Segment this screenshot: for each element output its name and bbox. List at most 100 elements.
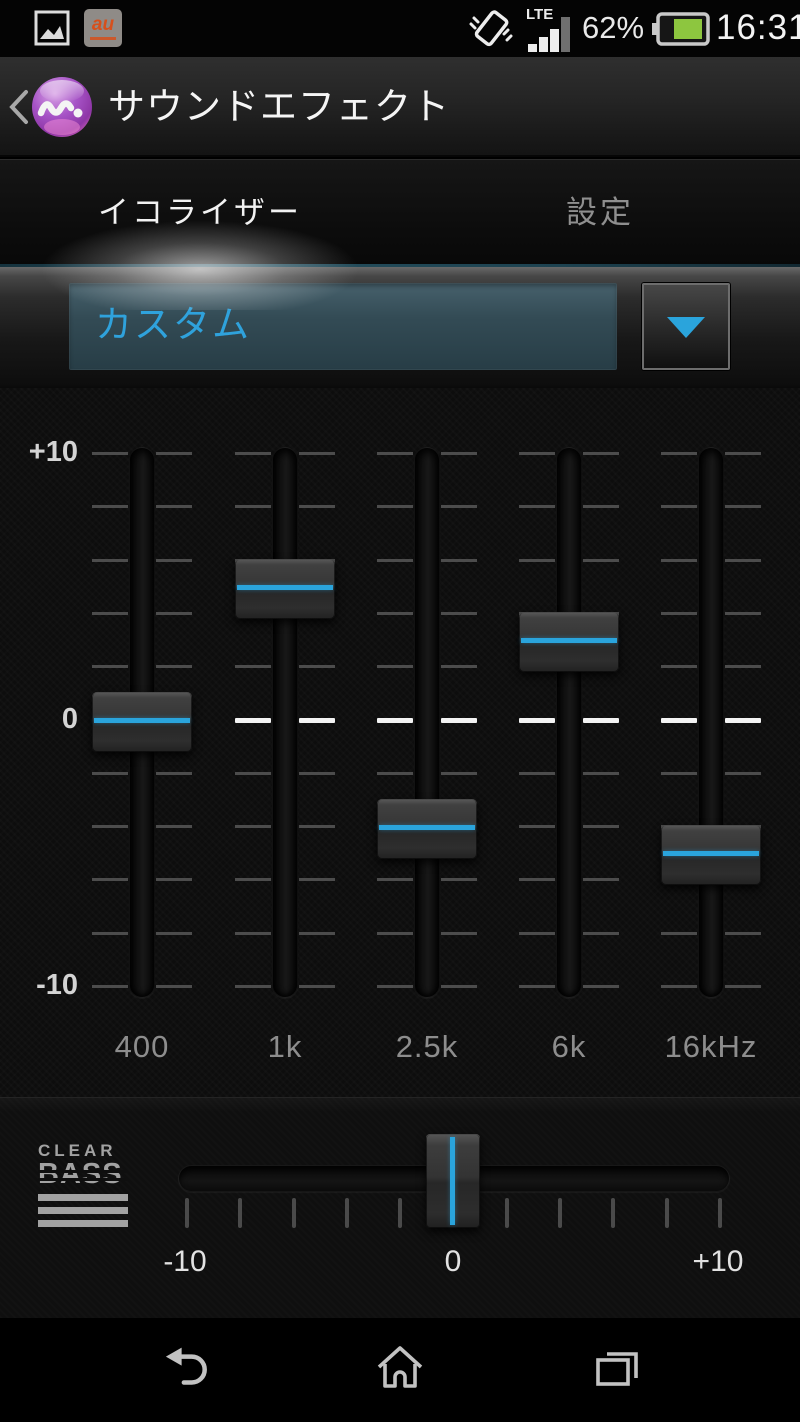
clear-bass-axis-max: +10 xyxy=(692,1245,744,1278)
clear-bass-axis-min: -10 xyxy=(163,1245,207,1278)
eq-thumb-1k[interactable] xyxy=(235,558,335,619)
eq-tick xyxy=(441,452,477,455)
eq-band-label: 16kHz xyxy=(664,1029,758,1064)
eq-tick xyxy=(519,825,555,829)
eq-scale-zero: 0 xyxy=(61,703,78,735)
eq-tick xyxy=(299,452,335,455)
eq-tick xyxy=(583,878,619,882)
eq-tick xyxy=(235,505,271,509)
clear-bass-tick xyxy=(185,1198,189,1228)
navigation-bar xyxy=(0,1318,800,1422)
eq-thumb-400[interactable] xyxy=(92,692,192,752)
eq-tick xyxy=(377,558,413,562)
tab-underline xyxy=(0,264,800,268)
eq-track-16kHz[interactable] xyxy=(698,447,724,998)
eq-tick xyxy=(519,558,555,562)
eq-tick xyxy=(235,665,271,669)
eq-tick xyxy=(661,665,697,669)
eq-zero-tick xyxy=(441,717,477,723)
eq-tick xyxy=(441,558,477,562)
clear-bass-tick xyxy=(558,1198,563,1228)
eq-tick xyxy=(377,985,413,988)
eq-zero-tick xyxy=(299,717,335,723)
eq-tick xyxy=(92,558,128,562)
eq-tick xyxy=(156,931,192,935)
eq-track-6k[interactable] xyxy=(556,447,582,998)
eq-thumb-2.5k[interactable] xyxy=(377,798,477,859)
clear-bass-slider-thumb[interactable] xyxy=(426,1134,480,1228)
eq-tick xyxy=(583,931,619,935)
eq-thumb-16kHz[interactable] xyxy=(661,825,761,886)
nav-home-button[interactable] xyxy=(373,1342,427,1396)
eq-tick xyxy=(235,878,271,882)
eq-tick xyxy=(299,505,335,509)
eq-thumb-indicator xyxy=(379,824,475,830)
eq-tick xyxy=(661,558,697,562)
eq-tick xyxy=(441,878,477,882)
nav-recent-apps-button[interactable] xyxy=(590,1342,644,1396)
clock: 16:31 xyxy=(716,8,800,47)
eq-tick xyxy=(583,771,619,775)
tab-bar: イコライザー 設定 xyxy=(0,159,800,310)
eq-tick xyxy=(92,452,128,455)
clear-bass-logo-bar xyxy=(38,1207,128,1214)
eq-tick xyxy=(661,931,697,935)
eq-tick xyxy=(441,771,477,775)
eq-tick xyxy=(92,825,128,829)
clear-bass-thumb-indicator xyxy=(450,1137,455,1225)
eq-tick xyxy=(441,611,477,615)
clear-bass-tick xyxy=(718,1198,722,1228)
eq-thumb-indicator xyxy=(94,718,190,723)
eq-tick xyxy=(377,931,413,935)
battery-percent: 62% xyxy=(582,10,645,45)
eq-scale-max: +10 xyxy=(28,436,78,468)
eq-tick xyxy=(235,825,271,829)
eq-tick xyxy=(299,825,335,829)
eq-tick xyxy=(661,611,697,615)
eq-track-1k[interactable] xyxy=(272,447,298,998)
eq-tick xyxy=(441,505,477,509)
eq-tick xyxy=(725,665,761,669)
eq-tick xyxy=(725,558,761,562)
tab-settings[interactable]: 設定 xyxy=(566,195,634,230)
back-button[interactable] xyxy=(2,87,36,127)
lte-signal-icon: LTE xyxy=(526,6,570,52)
page-title: サウンドエフェクト xyxy=(108,86,450,127)
eq-tick xyxy=(156,505,192,509)
eq-tick xyxy=(156,825,192,829)
eq-tick xyxy=(661,452,697,455)
eq-tick xyxy=(725,931,761,935)
eq-tick xyxy=(377,771,413,775)
preset-selector[interactable]: カスタム xyxy=(69,283,617,370)
eq-band-label: 400 xyxy=(114,1029,170,1064)
clear-bass-tick xyxy=(291,1198,296,1228)
eq-tick xyxy=(299,931,335,935)
tab-equalizer[interactable]: イコライザー xyxy=(98,195,302,230)
eq-slider-16kHz: 16kHz xyxy=(661,388,761,1097)
eq-tick xyxy=(299,665,335,669)
eq-zero-tick xyxy=(583,717,619,723)
eq-tick xyxy=(156,771,192,775)
eq-tick xyxy=(519,985,555,988)
eq-track-2.5k[interactable] xyxy=(414,447,440,998)
clear-bass-tick xyxy=(344,1198,349,1228)
eq-tick xyxy=(92,771,128,775)
preset-dropdown-button[interactable] xyxy=(642,283,730,370)
eq-tick xyxy=(156,452,192,455)
eq-scale-min: -10 xyxy=(36,969,78,1001)
eq-zero-tick xyxy=(661,717,697,723)
eq-tick xyxy=(725,611,761,615)
eq-thumb-indicator xyxy=(521,638,617,644)
eq-tick xyxy=(299,878,335,882)
eq-tick xyxy=(377,665,413,669)
eq-thumb-6k[interactable] xyxy=(519,612,619,673)
nav-back-button[interactable] xyxy=(158,1342,212,1396)
eq-tick xyxy=(156,665,192,669)
preset-row: カスタム xyxy=(0,267,800,388)
eq-tick xyxy=(725,771,761,775)
eq-slider-400: 400 xyxy=(92,388,192,1097)
eq-tick xyxy=(92,611,128,615)
clear-bass-axis-zero: 0 xyxy=(444,1245,462,1278)
clear-bass-tick xyxy=(664,1198,669,1228)
